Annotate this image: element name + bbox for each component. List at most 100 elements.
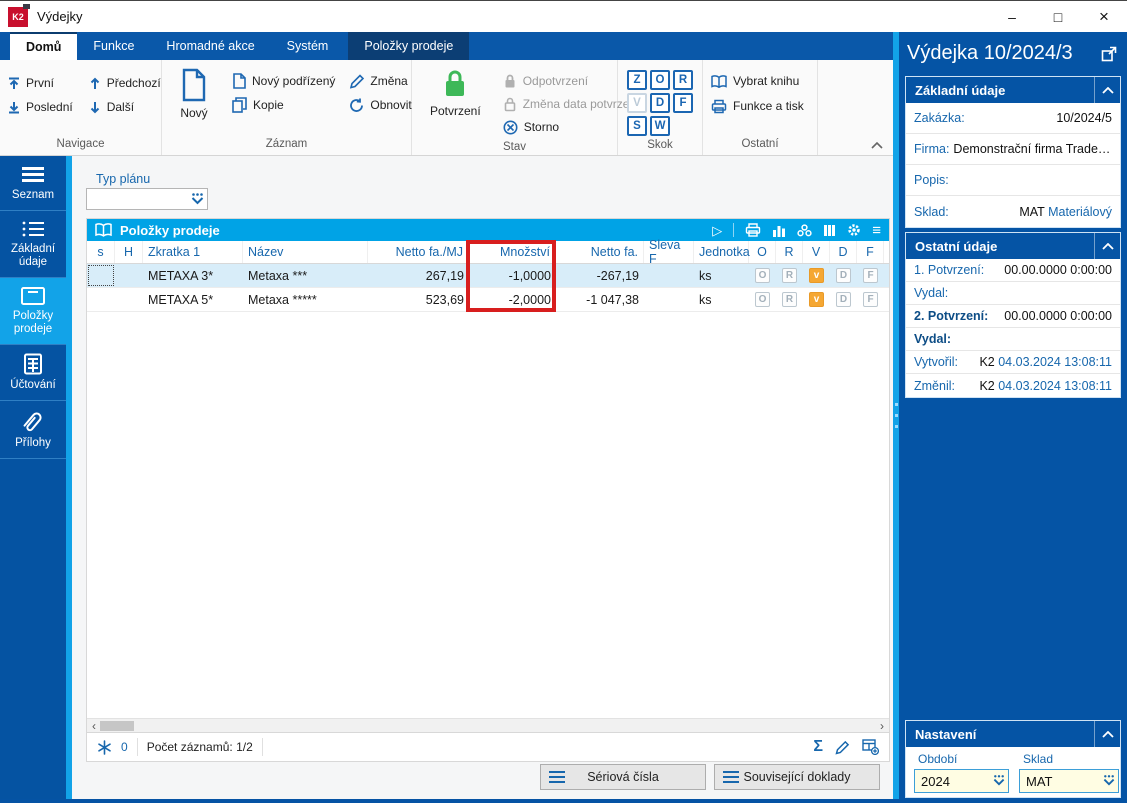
cell-mnozstvi[interactable]: -2,0000 xyxy=(508,292,551,307)
jump-d-button[interactable]: D xyxy=(650,93,670,113)
ribbon-collapse-button[interactable] xyxy=(871,142,883,149)
plan-type-input[interactable] xyxy=(86,188,208,210)
col-zkratka[interactable]: Zkratka 1 xyxy=(143,241,243,263)
first-button[interactable]: První xyxy=(8,72,73,94)
tab-hromadne-akce[interactable]: Hromadné akce xyxy=(166,39,255,53)
serial-numbers-button[interactable]: Sériová čísla xyxy=(540,764,706,790)
jump-f-button[interactable]: F xyxy=(673,93,693,113)
cell-mnozstvi[interactable]: -1,0000 xyxy=(508,268,551,283)
change-button[interactable]: Změna xyxy=(349,70,411,92)
dropdown-icon[interactable] xyxy=(190,192,205,205)
collapse-chevron-icon[interactable] xyxy=(1094,721,1120,747)
previous-button[interactable]: Předchozí xyxy=(89,72,161,94)
firma-link[interactable]: Demonstrační firma Trade, sp... xyxy=(953,142,1112,156)
col-mnozstvi[interactable]: Množství xyxy=(469,241,556,263)
change-confirm-date-button[interactable]: Změna data potvrzení xyxy=(503,93,639,115)
cell-sleva[interactable] xyxy=(644,264,694,287)
next-button[interactable]: Další xyxy=(89,96,161,118)
maximize-button[interactable]: □ xyxy=(1035,1,1081,32)
open-in-window-icon[interactable] xyxy=(1101,46,1117,62)
related-documents-button[interactable]: Související doklady xyxy=(714,764,880,790)
scroll-right-arrow[interactable]: › xyxy=(880,718,884,733)
minimize-button[interactable]: – xyxy=(989,1,1035,32)
functions-print-button[interactable]: Funkce a tisk xyxy=(711,95,804,117)
sum-icon[interactable]: Σ xyxy=(813,738,823,755)
created-datetime-link[interactable]: 04.03.2024 13:08:11 xyxy=(998,355,1112,369)
run-icon[interactable]: ▷ xyxy=(712,222,723,238)
chart-icon[interactable] xyxy=(772,224,786,237)
cell-s[interactable] xyxy=(87,288,115,311)
tab-domu[interactable]: Domů xyxy=(10,32,78,60)
cell-netto-fa[interactable]: -267,19 xyxy=(596,268,639,283)
edit-icon[interactable] xyxy=(835,740,850,755)
sidebar-item-uctovani[interactable]: Účtování xyxy=(0,345,66,401)
jump-s-button[interactable]: S xyxy=(627,116,647,136)
sidebar-item-polozky-prodeje[interactable]: Položky prodeje xyxy=(0,278,66,345)
new-button[interactable]: Nový xyxy=(170,68,218,120)
jump-r-button[interactable]: R xyxy=(673,70,693,90)
tab-funkce[interactable]: Funkce xyxy=(93,39,135,53)
modified-datetime-link[interactable]: 04.03.2024 13:08:11 xyxy=(998,378,1112,393)
scroll-left-arrow[interactable]: ‹ xyxy=(92,718,96,733)
unconfirm-button[interactable]: Odpotvrzení xyxy=(503,70,640,92)
card-header-zakladni[interactable]: Základní údaje xyxy=(906,77,1120,103)
copy-table-icon[interactable] xyxy=(862,739,879,755)
tab-polozky-prodeje[interactable]: Položky prodeje xyxy=(348,32,470,60)
sidebar-item-prilohy[interactable]: Přílohy xyxy=(0,401,66,459)
jump-v-button[interactable]: V xyxy=(627,93,647,113)
jump-o-button[interactable]: O xyxy=(650,70,670,90)
collapse-chevron-icon[interactable] xyxy=(1094,77,1120,103)
select-book-button[interactable]: Vybrat knihu xyxy=(711,70,804,92)
gears-cluster-icon[interactable] xyxy=(797,223,812,237)
table-row[interactable]: METAXA 5* Metaxa ***** 523,69 -2,0000 -1… xyxy=(87,288,889,312)
col-o[interactable]: O xyxy=(749,241,776,263)
new-child-button[interactable]: Nový podřízený xyxy=(232,70,335,92)
horizontal-scrollbar[interactable]: ‹ › xyxy=(87,718,889,733)
col-nazev[interactable]: Název xyxy=(243,241,368,263)
scrollbar-thumb[interactable] xyxy=(100,721,134,731)
sidebar-item-seznam[interactable]: Seznam xyxy=(0,156,66,211)
obdobi-input[interactable] xyxy=(914,769,1009,793)
cell-zkratka[interactable]: METAXA 3* xyxy=(148,268,214,283)
table-menu-icon[interactable]: ≡ xyxy=(872,221,881,239)
collapse-chevron-icon[interactable] xyxy=(1094,233,1120,259)
gear-icon[interactable] xyxy=(847,223,861,237)
dropdown-icon[interactable] xyxy=(1102,774,1116,786)
col-h[interactable]: H xyxy=(115,241,143,263)
cell-zkratka[interactable]: METAXA 5* xyxy=(148,292,214,307)
cancel-button[interactable]: Storno xyxy=(503,116,640,138)
sklad-input[interactable] xyxy=(1019,769,1119,793)
cell-nazev[interactable]: Metaxa ***** xyxy=(248,292,317,307)
col-d[interactable]: D xyxy=(830,241,857,263)
col-sleva[interactable]: Sleva F xyxy=(644,238,694,266)
jump-z-button[interactable]: Z xyxy=(627,70,647,90)
cell-s[interactable] xyxy=(87,264,115,287)
copy-button[interactable]: Kopie xyxy=(232,94,335,116)
col-netto-mj[interactable]: Netto fa./MJ xyxy=(368,241,469,263)
card-header-ostatni[interactable]: Ostatní údaje xyxy=(906,233,1120,259)
cell-h[interactable] xyxy=(115,264,143,287)
cell-netto-mj[interactable]: 523,69 xyxy=(425,292,464,307)
card-header-nastaveni[interactable]: Nastavení xyxy=(906,721,1120,747)
cell-nazev[interactable]: Metaxa *** xyxy=(248,268,308,283)
col-r[interactable]: R xyxy=(776,241,803,263)
col-f[interactable]: F xyxy=(857,241,884,263)
col-s[interactable]: s xyxy=(87,241,115,263)
cell-netto-fa[interactable]: -1 047,38 xyxy=(586,292,639,307)
close-button[interactable]: × xyxy=(1081,1,1127,32)
cell-jednotka[interactable]: ks xyxy=(699,292,712,307)
col-jednotka[interactable]: Jednotka xyxy=(694,241,750,263)
cell-netto-mj[interactable]: 267,19 xyxy=(425,268,464,283)
jump-w-button[interactable]: W xyxy=(650,116,670,136)
last-button[interactable]: Poslední xyxy=(8,96,73,118)
tab-system[interactable]: Systém xyxy=(286,39,329,53)
table-row[interactable]: METAXA 3* Metaxa *** 267,19 -1,0000 -267… xyxy=(87,264,889,288)
col-netto-fa[interactable]: Netto fa. xyxy=(556,241,644,263)
cell-h[interactable] xyxy=(115,288,143,311)
confirm-button[interactable]: Potvrzení xyxy=(420,68,491,118)
col-v[interactable]: V xyxy=(803,241,830,263)
panel-splitter-handle[interactable] xyxy=(893,32,899,803)
columns-icon[interactable] xyxy=(823,224,836,237)
cell-jednotka[interactable]: ks xyxy=(699,268,712,283)
cell-sleva[interactable] xyxy=(644,288,694,311)
